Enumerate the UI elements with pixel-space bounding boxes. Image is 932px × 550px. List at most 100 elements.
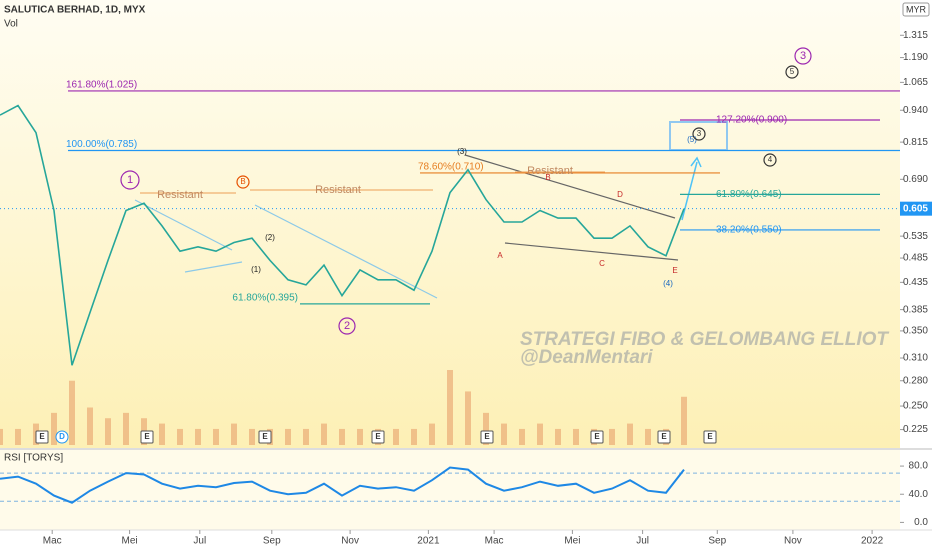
event-icon [657,430,671,444]
wave-label: A [497,251,503,260]
fib-label: 161.80%(1.025) [66,80,137,91]
volume-bar [51,412,57,445]
wave-label: 5 [790,67,795,76]
event-label: E [262,432,268,441]
volume-bar [501,423,507,445]
wave-label: 3 [697,129,702,138]
volume-bar [159,423,165,445]
wave-circle [236,175,250,189]
symbol-title: SALUTICA BERHAD, 1D, MYX [4,5,146,16]
resistant-label: Resistant [315,184,361,196]
x-tick-label: Mei [122,536,138,547]
last-price-box [900,201,932,216]
x-tick-label: Mac [485,536,504,547]
y-tick-label: 0.940 [903,105,928,116]
y-tick-label: 0.385 [903,304,928,315]
wave-circle [794,47,812,65]
y-tick-label: 0.280 [903,375,928,386]
x-tick-label: Nov [784,536,802,547]
price-line [0,104,685,366]
volume-bar [573,428,579,445]
volume-bar [213,428,219,445]
event-icon [258,430,272,444]
volume-bar [465,391,471,445]
volume-bar [339,428,345,445]
rsi-pane [0,450,900,530]
last-price-label: 0.605 [903,203,928,214]
fib-label: 61.80%(0.395) [232,293,298,304]
y-tick-label: 1.065 [903,77,928,88]
volume-bar [177,428,183,445]
event-icon [35,430,49,444]
volume-bar [555,428,561,445]
fib-label: 127.20%(0.900) [716,115,787,126]
event-label: E [661,432,667,441]
currency-box [902,2,930,17]
wave-label: (1) [251,265,261,274]
event-label: E [375,432,381,441]
rsi-title: RSI [TORYS] [4,453,63,464]
y-tick-label: 0.310 [903,353,928,364]
event-icon [140,430,154,444]
volume-bar [411,428,417,445]
volume-bar [447,370,453,445]
event-label: D [59,432,65,441]
volume-bar [195,428,201,445]
wave-label: B [545,173,550,182]
wave-label: (5) [687,135,697,144]
wave-label: (3) [457,147,467,156]
volume-bar [645,428,651,445]
volume-bar [15,428,21,445]
volume-bar [69,380,75,445]
wave-label: 1 [127,174,133,186]
wave-label: B [240,177,245,186]
event-icon [590,430,604,444]
event-icon [480,430,494,444]
volume-bar [321,423,327,445]
wave-label: (4) [663,279,673,288]
x-tick-label: 2021 [417,536,440,547]
resistant-label: Resistant [157,189,203,201]
volume-bar [483,412,489,445]
price-axis [900,0,932,550]
rsi-tick-label: 0.0 [914,517,928,528]
event-label: E [707,432,713,441]
wave-circle [120,170,140,190]
volume-bar [357,428,363,445]
watermark: @DeanMentari [520,347,653,368]
resistant-label: Resistant [527,165,573,177]
x-tick-label: Jul [636,536,649,547]
wave-circle [785,65,799,79]
wave-circle [692,127,706,141]
volume-bar [249,428,255,445]
y-tick-label: 0.485 [903,253,928,264]
y-tick-label: 0.815 [903,137,928,148]
volume-bar [537,423,543,445]
volume-bar [681,396,687,445]
y-tick-label: 0.435 [903,277,928,288]
currency: MYR [906,4,927,14]
fib-label: 38.20%(0.550) [716,225,782,236]
x-tick-label: Nov [341,536,359,547]
event-icon [55,430,69,444]
x-tick-label: Mei [564,536,580,547]
y-tick-label: 0.250 [903,401,928,412]
y-tick-label: 0.535 [903,231,928,242]
volume-bar [285,428,291,445]
wave-circle [338,317,356,335]
volume-bar [393,428,399,445]
wave-label: 2 [344,320,350,332]
event-label: E [144,432,150,441]
event-label: E [484,432,490,441]
y-tick-label: 0.225 [903,424,928,435]
volume-label: Vol [4,19,18,30]
x-tick-label: Mac [43,536,62,547]
fib-label: 100.00%(0.785) [66,139,137,150]
volume-bar [303,428,309,445]
volume-bar [87,407,93,445]
y-tick-label: 0.350 [903,326,928,337]
wave-label: 3 [800,50,806,62]
event-label: E [594,432,600,441]
rsi-tick-label: 40.0 [909,489,929,500]
